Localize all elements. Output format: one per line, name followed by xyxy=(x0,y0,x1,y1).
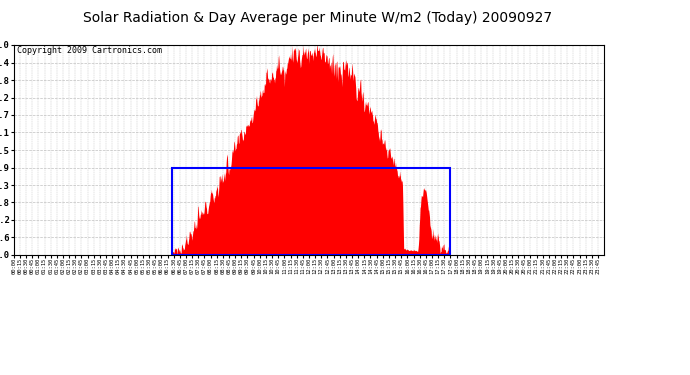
Text: Solar Radiation & Day Average per Minute W/m2 (Today) 20090927: Solar Radiation & Day Average per Minute… xyxy=(83,11,552,25)
Bar xyxy=(172,168,450,255)
Text: Copyright 2009 Cartronics.com: Copyright 2009 Cartronics.com xyxy=(17,46,161,55)
